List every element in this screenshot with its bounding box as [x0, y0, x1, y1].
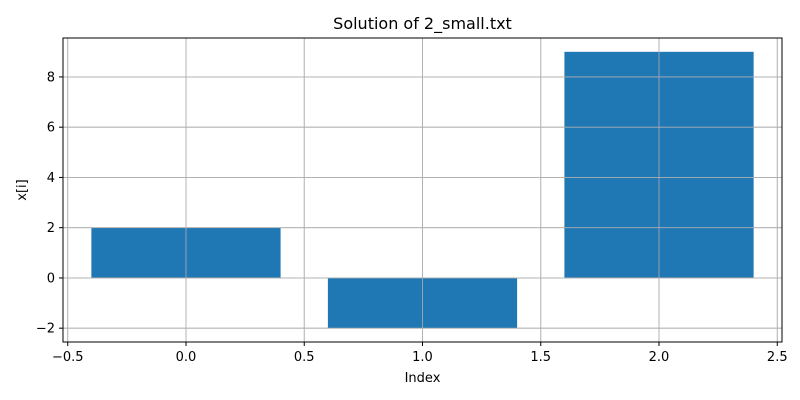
y-tick-label: 2: [47, 221, 55, 236]
x-tick-label: 1.0: [412, 350, 433, 365]
y-tick-label: 4: [47, 171, 55, 186]
x-tick-label: 2.5: [767, 350, 788, 365]
grid-overlay: [63, 38, 782, 342]
y-tick-label: 6: [47, 121, 55, 136]
y-tick-label: 8: [47, 70, 55, 85]
x-axis-title: Index: [405, 371, 441, 386]
x-tick-label: 1.5: [530, 350, 551, 365]
x-tick-label: −0.5: [52, 350, 84, 365]
y-tick-label: 0: [47, 271, 55, 286]
x-tick-label: 0.0: [176, 350, 197, 365]
ticks: −0.5 0.0 0.5 1.0 1.5 2.0 2.5 −2 0 2 4 6 8: [36, 70, 788, 365]
x-tick-label: 0.5: [294, 350, 315, 365]
y-tick-label: −2: [36, 322, 55, 337]
x-tick-label: 2.0: [649, 350, 670, 365]
y-axis-title: x[i]: [15, 179, 30, 200]
chart-title: Solution of 2_small.txt: [333, 14, 512, 34]
